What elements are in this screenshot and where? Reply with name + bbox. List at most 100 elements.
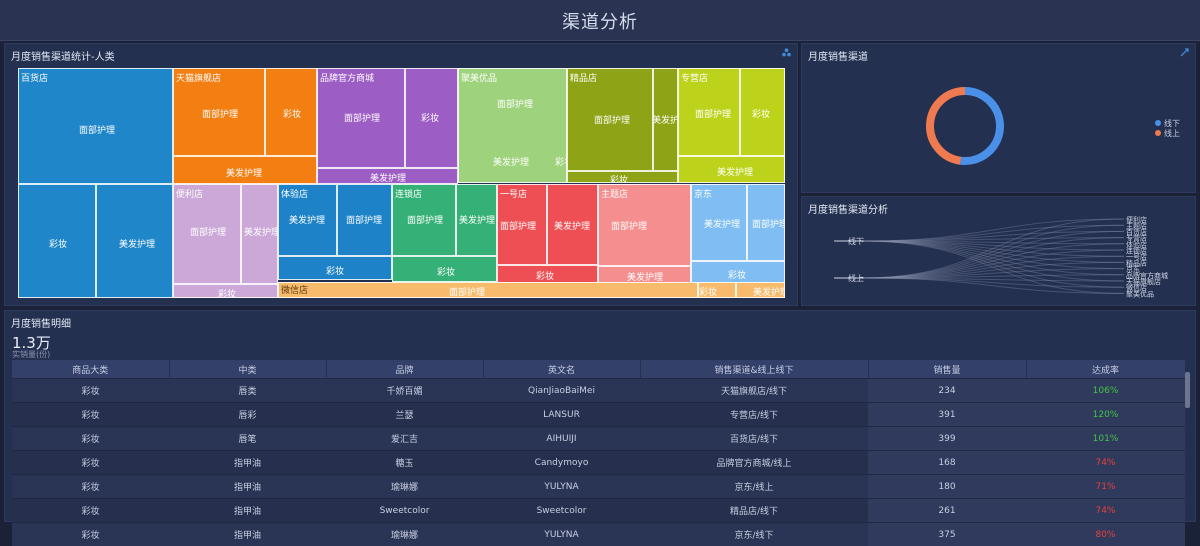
table-cell: 唇笔: [169, 427, 326, 451]
table-cell: Sweetcolor: [483, 499, 640, 523]
treemap-cell[interactable]: 美发护理: [691, 184, 747, 261]
column-header[interactable]: 中类: [169, 360, 326, 379]
table-cell: 精品店/线下: [640, 499, 868, 523]
table-cell: 瑜琳娜: [326, 475, 483, 499]
table-cell: 专营店/线下: [640, 403, 868, 427]
table-cell: 天猫旗舰店/线下: [640, 379, 868, 403]
treemap-panel-title: 月度销售渠道统计-人类: [11, 48, 115, 63]
treemap-cell[interactable]: 美发护理: [317, 168, 458, 184]
table-cell: 瑜琳娜: [326, 523, 483, 546]
treemap-cell[interactable]: 彩妆: [392, 256, 497, 282]
treemap-cell[interactable]: 美发护理: [456, 184, 497, 256]
table-cell: Sweetcolor: [326, 499, 483, 523]
table-cell: 京东/线下: [640, 523, 868, 546]
treemap-cell-label: 彩妆: [752, 107, 770, 120]
treemap-cell[interactable]: 面部护理: [392, 184, 456, 256]
treemap-cell[interactable]: 面部护理: [747, 184, 785, 261]
table-cell: Candymoyo: [483, 451, 640, 475]
table-cell: 168: [868, 451, 1026, 475]
table-cell: 71%: [1026, 475, 1185, 499]
treemap-cell-label: 美发护理: [119, 237, 155, 250]
sankey-panel: 月度销售渠道分析 线下线上便利店主题店百货店专营店体验店连锁店一号店精品店京东品…: [801, 196, 1196, 306]
treemap-cell[interactable]: 彩妆: [740, 68, 785, 156]
treemap-cell-label: 美发护理: [244, 225, 278, 238]
treemap-cell[interactable]: 美发护理: [278, 184, 337, 256]
table-cell: 74%: [1026, 451, 1185, 475]
treemap-cell[interactable]: 面部护理: [173, 68, 265, 156]
table-cell: 指甲油: [169, 451, 326, 475]
table-cell: YULYNA: [483, 475, 640, 499]
treemap-cell[interactable]: 面部护理: [278, 282, 698, 298]
treemap-cell[interactable]: 面部护理: [18, 68, 173, 184]
treemap-cell-label: 彩妆: [49, 237, 67, 250]
table-cell: 糖玉: [326, 451, 483, 475]
treemap-cell[interactable]: 彩妆: [691, 261, 785, 283]
column-header[interactable]: 销售量: [868, 360, 1026, 379]
treemap-cell[interactable]: 彩妆: [497, 265, 598, 283]
treemap-cell[interactable]: 面部护理: [598, 184, 691, 266]
table-cell: YULYNA: [483, 523, 640, 546]
treemap-cell-label: 彩妆: [283, 107, 301, 120]
treemap-cell[interactable]: 美发护理: [173, 156, 317, 184]
treemap-cell[interactable]: 面部护理: [337, 184, 392, 256]
table-cell: 唇类: [169, 379, 326, 403]
treemap-cell[interactable]: 彩妆: [173, 284, 278, 298]
table-cell: 234: [868, 379, 1026, 403]
cluster-icon[interactable]: [782, 48, 791, 60]
treemap-cell-label: 面部护理: [190, 225, 226, 238]
treemap-cell[interactable]: 美发护理: [678, 156, 785, 183]
treemap-cell[interactable]: 面部护理: [497, 184, 547, 265]
legend-item-online[interactable]: 线上: [1155, 128, 1180, 139]
sankey-source-label: 线上: [848, 273, 864, 283]
treemap-cell[interactable]: 彩妆: [567, 171, 678, 183]
treemap-cell[interactable]: 美发护理: [736, 282, 785, 298]
column-header[interactable]: 商品大类: [12, 360, 169, 379]
table-scrollbar[interactable]: [1185, 372, 1190, 408]
legend-label: 线下: [1164, 119, 1180, 128]
column-header[interactable]: 达成率: [1026, 360, 1185, 379]
treemap-cell[interactable]: 彩妆: [405, 68, 458, 168]
treemap-cell[interactable]: 彩妆: [278, 256, 392, 280]
treemap-cell-label: 面部护理: [344, 111, 380, 124]
treemap-cell[interactable]: 美发护理: [653, 68, 678, 171]
table-cell: 120%: [1026, 403, 1185, 427]
treemap-cell[interactable]: 面部护理: [567, 68, 653, 171]
treemap-cell-label: 美发护理: [289, 213, 325, 226]
treemap-cell[interactable]: 美发护理: [96, 184, 173, 298]
treemap-cell-label: 彩妆: [437, 265, 455, 278]
treemap-cell[interactable]: 彩妆: [698, 282, 736, 298]
sankey-link: [862, 231, 1124, 278]
donut-slice-1[interactable]: [930, 91, 965, 161]
treemap-cell[interactable]: 美发护理: [241, 184, 278, 284]
treemap-cell-label: 美发护理: [370, 171, 406, 184]
table-cell: 指甲油: [169, 523, 326, 546]
table-cell: QianJiaoBaiMei: [483, 379, 640, 403]
treemap-cell[interactable]: 面部护理: [317, 68, 405, 168]
column-header[interactable]: 品牌: [326, 360, 483, 379]
treemap-cell[interactable]: 美发护理: [547, 184, 598, 265]
donut-panel: 月度销售渠道 线下 线上: [801, 43, 1196, 193]
table-cell: 指甲油: [169, 475, 326, 499]
treemap-cell[interactable]: 彩妆: [265, 68, 317, 156]
treemap-cell-label: 美发护理: [717, 165, 753, 178]
header-bar: 渠道分析: [0, 0, 1200, 41]
column-header[interactable]: 英文名: [483, 360, 640, 379]
donut-slice-0[interactable]: [961, 91, 1000, 161]
treemap-cell-label: 美发护理: [554, 219, 590, 232]
treemap-cell[interactable]: 彩妆: [18, 184, 96, 298]
column-header[interactable]: 销售渠道&线上线下: [640, 360, 868, 379]
sankey-chart: 线下线上便利店主题店百货店专营店体验店连锁店一号店精品店京东品牌官方商城天猫旗舰…: [802, 197, 1195, 305]
treemap-cell[interactable]: 面部护理: [678, 68, 740, 156]
treemap-cell-label: 美发护理: [459, 213, 495, 226]
treemap-cell[interactable]: 面部护理: [173, 184, 241, 284]
treemap-cell[interactable]: 美发护理: [598, 266, 691, 283]
sankey-target-label[interactable]: 聚美优品: [1126, 289, 1154, 298]
treemap-cell-label: 面部护理: [695, 107, 731, 120]
